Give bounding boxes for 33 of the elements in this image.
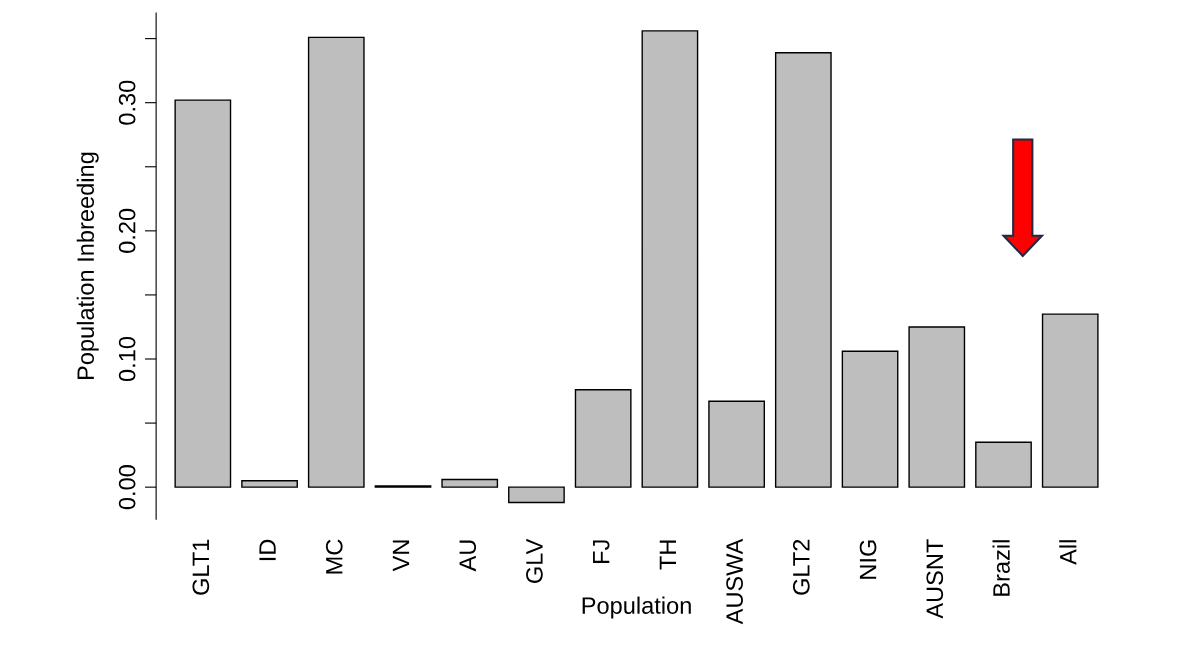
x-tick-label: Brazil	[992, 540, 1010, 596]
x-tick-label: GLV	[526, 538, 543, 583]
bar	[1041, 313, 1099, 488]
bar	[641, 30, 699, 488]
y-axis-title: Population Inbreeding	[76, 152, 99, 380]
bar	[908, 326, 966, 488]
bar	[774, 52, 832, 488]
bar	[441, 478, 499, 488]
y-tick-label: 0.30	[118, 80, 136, 125]
x-tick-label: FJ	[593, 540, 610, 563]
y-tick-label: 0.00	[118, 465, 136, 510]
x-tick-label: ID	[259, 539, 276, 561]
y-tick-label: 0.10	[118, 336, 136, 382]
x-tick-label: TH	[659, 540, 676, 570]
bar	[307, 36, 365, 488]
x-tick-label: VN	[392, 540, 410, 572]
bar	[574, 389, 632, 488]
x-tick-label: AUSNT	[926, 539, 944, 619]
bar	[841, 350, 899, 488]
x-tick-label: GLT1	[192, 539, 210, 595]
x-tick-label: GLT2	[792, 539, 810, 595]
y-tick-label: 0.20	[118, 208, 136, 253]
bar	[975, 441, 1032, 488]
bar	[174, 99, 232, 488]
bar	[241, 480, 298, 488]
x-tick-label: MC	[325, 539, 343, 574]
x-tick-label: NIG	[859, 540, 877, 579]
bar	[708, 400, 765, 488]
x-tick-label: AU	[459, 540, 477, 572]
bar	[508, 486, 565, 504]
x-tick-label: All	[1059, 540, 1077, 565]
x-axis-title: Population	[582, 596, 691, 619]
x-tick-label: AUSWA	[726, 538, 743, 625]
